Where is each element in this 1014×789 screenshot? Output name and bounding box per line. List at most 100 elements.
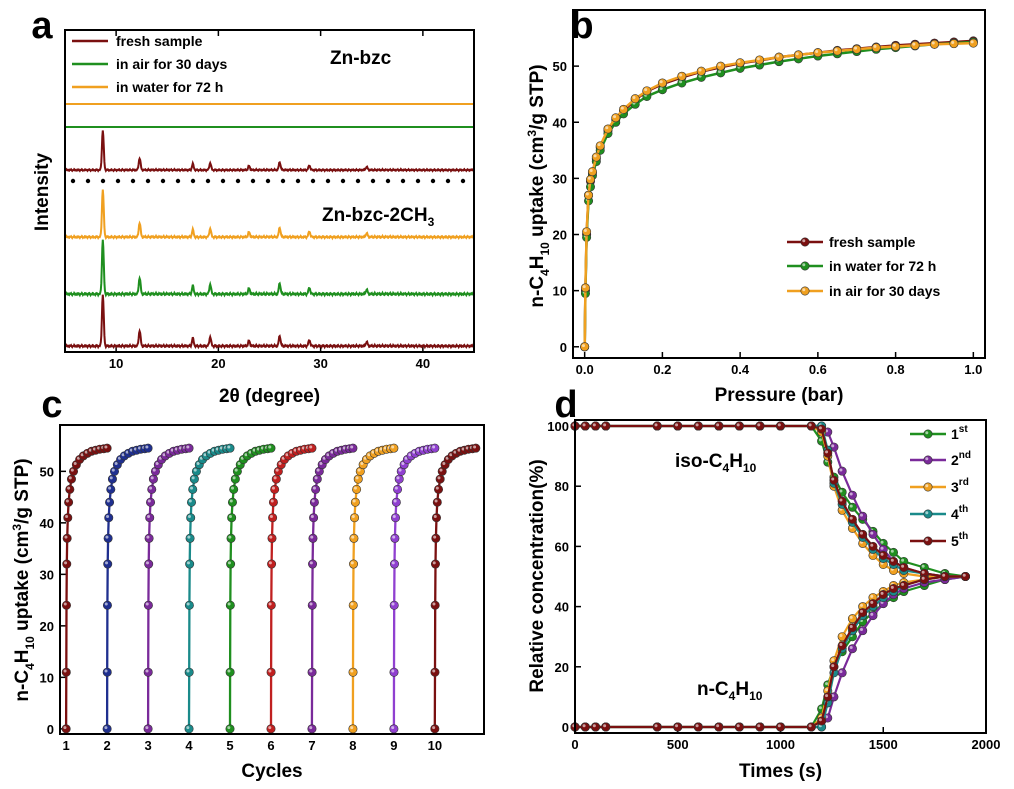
panel-b-legend-marker-shine (802, 263, 806, 267)
panel-d-iso-point (868, 541, 878, 551)
panel-c-point-shine (191, 476, 195, 480)
panel-b-xtick-label: 1.0 (964, 362, 982, 377)
panel-d-iso-point-shine (839, 468, 843, 472)
panel-d-n-point-shine (860, 603, 863, 607)
panel-d-iso-point (755, 421, 765, 431)
panel-a-separator-dot (115, 178, 121, 184)
panel-c-point-shine (104, 445, 108, 449)
panel-c-point-shine (350, 445, 354, 449)
panel-d-xtick-label: 2000 (972, 737, 1001, 752)
panel-c-point (65, 484, 75, 494)
panel-c-point-shine (293, 448, 297, 452)
panel-c-point-shine (227, 602, 231, 606)
panel-d-n-point (847, 644, 857, 654)
panel-c-point-shine (80, 453, 84, 457)
panel-c-point-shine (301, 446, 305, 450)
panel-c-point-shine (215, 447, 219, 451)
panel-c-xtick-label: 6 (267, 738, 274, 753)
panel-c-point-shine (207, 450, 211, 454)
panel-c-point (352, 484, 362, 494)
panel-c-point-shine (227, 561, 231, 565)
panel-c-ylabel: n-C4H10 uptake (cm3/g STP) (10, 458, 37, 701)
panel-d-xtick-label: 0 (571, 737, 578, 752)
panel-c-point-shine (138, 446, 142, 450)
panel-c-point (309, 513, 319, 523)
panel-c-cycle-5 (225, 443, 276, 734)
panel-d-series-4th (570, 421, 970, 732)
panel-a-separator-dot (145, 178, 151, 184)
panel-c-point (145, 513, 155, 523)
panel-c-point-shine (174, 447, 178, 451)
panel-b-point-shine (834, 48, 838, 52)
panel-d-n-point (960, 571, 970, 581)
panel-d-n-point (817, 716, 827, 726)
panel-b-point (584, 190, 594, 200)
panel-c-point-shine (162, 453, 166, 457)
panel-c-point-shine (391, 669, 395, 673)
panel-c-point-shine (465, 446, 469, 450)
panel-c-point-shine (432, 602, 436, 606)
panel-d-iso-point (823, 448, 833, 458)
panel-b-point-shine (613, 115, 617, 119)
panel-d-n-point-shine (942, 573, 946, 577)
panel-d-ytick-label: 100 (547, 419, 569, 434)
panel-b-legend-marker-shine (802, 288, 806, 292)
panel-c-ylabel-post: uptake (cm (12, 531, 33, 637)
panel-a-letter: a (31, 5, 53, 47)
panel-d-n-point (858, 608, 868, 618)
panel-c-point (61, 667, 71, 677)
panel-c-point-shine (435, 486, 439, 490)
panel-b-ylabel-pre: n-C (527, 276, 548, 308)
panel-b-point (657, 78, 667, 88)
panel-d-ylabel: Relative concentration(%) (527, 459, 548, 692)
panel-c-point-shine (84, 450, 88, 454)
panel-c-point-shine (461, 447, 465, 451)
panel-d-n-point (734, 722, 744, 732)
panel-b-ytick-label: 30 (553, 171, 567, 186)
panel-c-point-shine (121, 453, 125, 457)
panel-c-point-shine (63, 726, 67, 730)
panel-c-point (307, 443, 317, 453)
panel-c-point-shine (433, 535, 437, 539)
panel-d-iso-point (580, 421, 590, 431)
panel-d-iso-point-shine (921, 564, 925, 568)
panel-a-separator-dot (445, 178, 451, 184)
panel-d-iso-point-shine (849, 504, 853, 508)
panel-d-iso-line (575, 424, 966, 578)
panel-d-iso-point-shine (901, 558, 905, 562)
panel-c-point (143, 724, 153, 734)
panel-c-ylabel-mid: H (12, 650, 33, 664)
panel-c-point (266, 443, 276, 453)
panel-d-n-point (837, 641, 847, 651)
panel-c-point-shine (439, 468, 443, 472)
panel-d-annotation-iso: iso-C4H10 (675, 451, 757, 475)
panel-d-n-point-shine (860, 627, 863, 631)
panel-b-xtick-label: 0.0 (576, 362, 594, 377)
panel-d-n-point-shine (825, 688, 829, 692)
panel-c-point-shine (350, 669, 354, 673)
panel-d-n-point-shine (831, 658, 835, 662)
panel-c-point-shine (228, 535, 232, 539)
panel-c-point-shine (350, 602, 354, 606)
panel-d-series-3rd (570, 421, 970, 732)
panel-b-point-shine (912, 42, 916, 46)
panel-d-iso-point-shine (831, 477, 835, 481)
panel-c-point (61, 724, 71, 734)
panel-c-point (471, 443, 481, 453)
panel-c-point (225, 600, 235, 610)
panel-d-iso-point-shine (901, 564, 905, 568)
panel-c-point-shine (310, 515, 314, 518)
panel-c-point-shine (187, 535, 191, 539)
panel-d-n-point (868, 611, 878, 621)
panel-c-point-shine (270, 499, 274, 503)
panel-b-point (642, 86, 652, 96)
panel-c-point-shine (326, 453, 330, 457)
panel-c-point-shine (244, 453, 248, 457)
panel-c-point-shine (379, 447, 383, 451)
panel-c-point (102, 724, 112, 734)
panel-b-point (587, 167, 597, 177)
panel-c-point-shine (432, 445, 436, 449)
panel-b-point (677, 71, 687, 81)
panel-d-iso-point (858, 511, 868, 521)
panel-c-point-shine (248, 450, 252, 454)
